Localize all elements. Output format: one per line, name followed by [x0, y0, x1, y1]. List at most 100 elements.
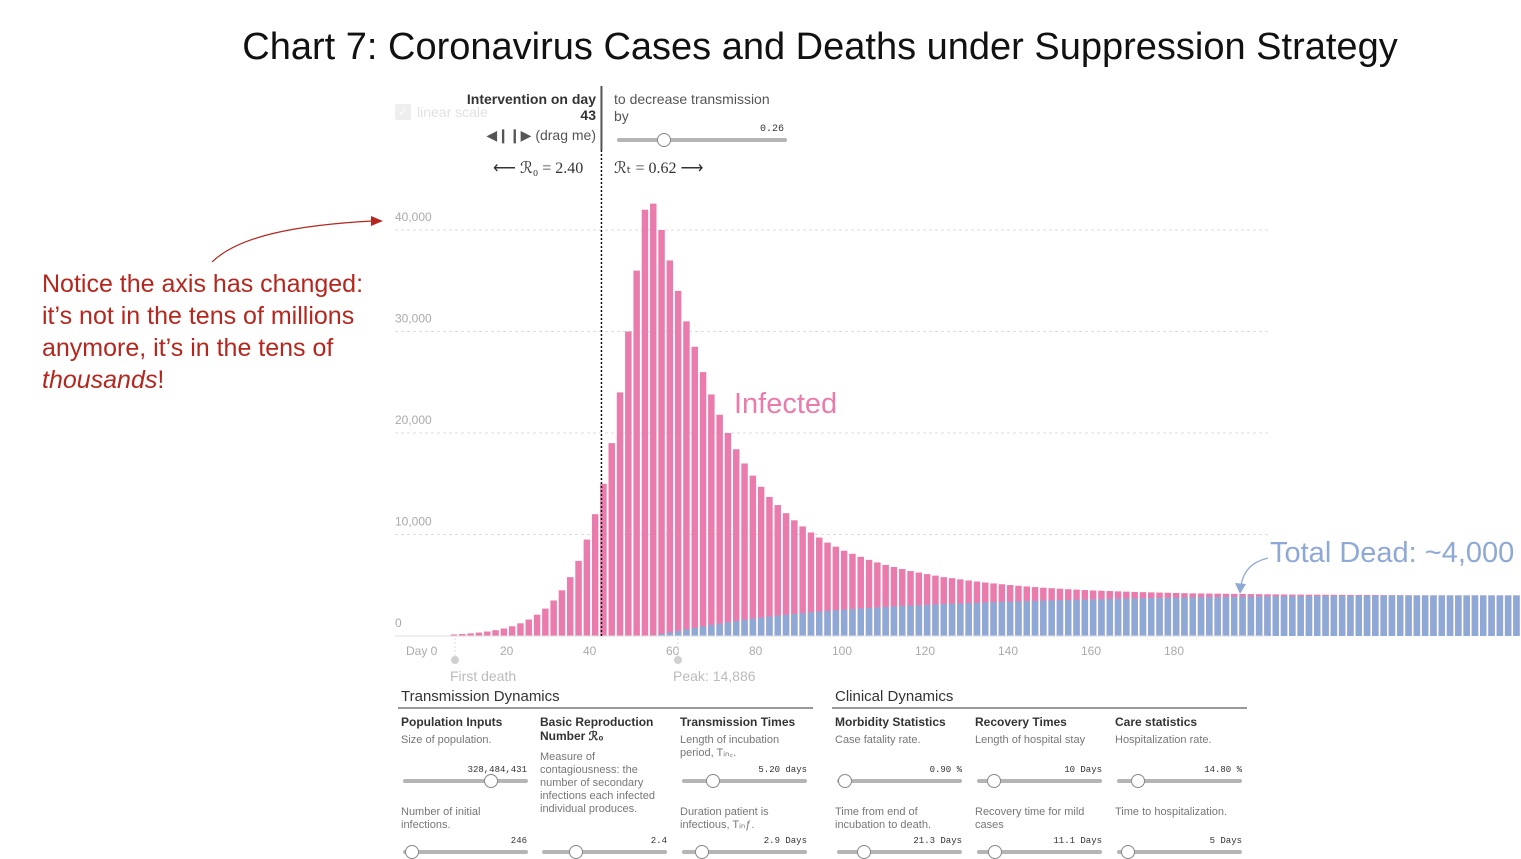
dead-bar	[1305, 596, 1313, 636]
hospital-stay-knob[interactable]	[987, 774, 1001, 788]
hospitalization-rate-knob[interactable]	[1131, 774, 1145, 788]
dead-bar	[832, 610, 840, 636]
dead-bar	[766, 616, 773, 636]
decrease-slider[interactable]	[617, 138, 787, 142]
mild-recovery-slider[interactable]	[977, 850, 1102, 854]
dead-bar	[840, 609, 848, 636]
dead-bar	[757, 617, 765, 636]
rt-label: ℛₜ = 0.62 ⟶	[614, 160, 704, 177]
transmission-section-title: Transmission Dynamics	[401, 688, 560, 705]
dead-bar	[1314, 595, 1321, 636]
dead-bar	[1289, 596, 1296, 636]
dead-bar	[1388, 595, 1396, 636]
infected-bar	[741, 463, 748, 636]
hospitalization-rate-slider[interactable]	[1117, 779, 1242, 783]
infected-bar	[525, 619, 532, 636]
dead-bar	[1496, 595, 1504, 636]
time-to-hospital-slider[interactable]	[1117, 850, 1242, 854]
infected-bar	[467, 633, 474, 636]
infected-bar	[608, 443, 615, 636]
fatality-knob[interactable]	[838, 774, 852, 788]
hospital-stay-slider[interactable]	[977, 779, 1102, 783]
dead-bar	[791, 613, 798, 636]
infected-bar	[567, 577, 574, 636]
infected-bar	[807, 532, 815, 636]
infected-bar	[492, 630, 499, 636]
population-size-desc: Size of population.	[401, 734, 492, 746]
dead-bar	[1330, 595, 1338, 636]
dead-bar	[774, 615, 781, 636]
checkbox-icon[interactable]: ✓	[395, 104, 411, 120]
dead-bar	[982, 602, 989, 636]
dead-bar	[973, 602, 981, 636]
r0-desc: Measure of contagiousness: the number of…	[540, 751, 655, 816]
r0-desc-line: contagiousness: the	[540, 764, 638, 776]
dead-bar	[948, 603, 956, 636]
dead-bar	[1098, 599, 1105, 636]
infected-bar	[865, 559, 873, 636]
dead-bar	[799, 613, 806, 636]
infected-bar	[650, 203, 657, 637]
dead-bar	[1189, 597, 1196, 636]
peak-label: Peak: 14,886	[673, 668, 756, 684]
initial-infections-slider[interactable]	[403, 850, 528, 854]
time-to-death-line: Time from end of	[835, 806, 918, 818]
incubation-knob[interactable]	[706, 774, 720, 788]
decrease-slider-knob[interactable]	[657, 133, 671, 147]
dead-bar	[658, 633, 665, 636]
r0-slider[interactable]	[542, 850, 667, 854]
infected-bar	[882, 564, 889, 636]
decrease-by-label: by	[614, 108, 629, 124]
dead-bar	[998, 601, 1006, 636]
fatality-slider[interactable]	[837, 779, 962, 783]
time-to-hospital-value: 5 Days	[1209, 836, 1242, 846]
dead-bar	[716, 623, 723, 636]
initial-infections-line: Number of initial	[401, 806, 481, 818]
linear-scale-toggle[interactable]: ✓ linear scale	[395, 104, 488, 120]
dead-bar	[1023, 601, 1030, 636]
first-death-label: First death	[450, 668, 516, 684]
dead-bar	[1048, 600, 1055, 636]
r0-desc-line: number of secondary	[540, 777, 644, 789]
y-tick-label: 10,000	[395, 515, 432, 529]
morbidity-title: Morbidity Statistics	[835, 715, 946, 729]
dead-bar	[1363, 595, 1371, 636]
infected-bar	[533, 614, 541, 636]
r0-value: 2.4	[650, 836, 667, 846]
mild-recovery-line: Recovery time for mild	[975, 806, 1085, 818]
linear-scale-label: linear scale	[417, 104, 488, 120]
dead-bar	[1131, 598, 1138, 636]
page-title: Chart 7: Coronavirus Cases and Deaths un…	[242, 26, 1398, 68]
dead-bar	[1006, 601, 1014, 636]
infectious-desc: Duration patient is infectious, Tᵢₙƒ.	[680, 806, 769, 832]
hospitalization-rate-value: 14.80 %	[1204, 765, 1242, 775]
drag-handle[interactable]: ◀❙❙▶ (drag me)	[420, 127, 596, 144]
annotation-line: thousands!	[42, 364, 402, 396]
dead-bar	[907, 605, 914, 636]
initial-infections-desc: Number of initial infections.	[401, 806, 480, 832]
drag-icon[interactable]: ◀❙❙▶	[486, 127, 532, 143]
annotation-line: it’s not in the tens of millions	[42, 302, 355, 330]
time-to-death-slider[interactable]	[837, 850, 962, 854]
infectious-slider[interactable]	[682, 850, 807, 854]
dead-bar	[957, 603, 964, 636]
dead-bar	[1222, 596, 1230, 636]
infected-bar	[849, 553, 856, 636]
infected-bar	[774, 505, 781, 636]
population-size-slider[interactable]	[403, 779, 528, 783]
annotation-line: Notice the axis has changed:	[42, 270, 364, 298]
recovery-title: Recovery Times	[975, 715, 1067, 729]
dead-bar	[890, 606, 898, 636]
dead-bar	[1471, 595, 1479, 636]
x-tick-label: 140	[998, 644, 1018, 658]
infected-bar	[799, 526, 806, 636]
dead-bar	[1089, 599, 1097, 636]
clinical-section-title: Clinical Dynamics	[835, 688, 954, 705]
annotation-end: !	[157, 366, 165, 394]
dead-bar	[1114, 598, 1122, 636]
dead-bar	[899, 605, 906, 636]
section-divider	[398, 707, 813, 709]
incubation-slider[interactable]	[682, 779, 807, 783]
dead-bar	[1056, 600, 1064, 636]
population-size-knob[interactable]	[484, 774, 498, 788]
